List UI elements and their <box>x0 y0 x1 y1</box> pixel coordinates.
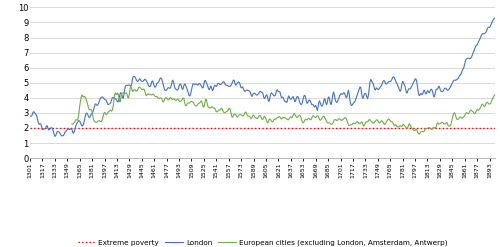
European cities (excluding London, Amsterdam, Antwerp) <box>384 119 390 122</box>
London <box>378 85 384 88</box>
London <box>52 135 58 138</box>
European cities (excluding London, Amsterdam, Antwerp) <box>80 96 86 99</box>
European cities (excluding London, Amsterdam, Antwerp) <box>69 122 75 125</box>
Line: London: London <box>30 18 495 136</box>
London <box>492 17 498 20</box>
London <box>27 115 33 118</box>
European cities (excluding London, Amsterdam, Antwerp) <box>492 93 498 96</box>
European cities (excluding London, Amsterdam, Antwerp) <box>363 120 369 123</box>
European cities (excluding London, Amsterdam, Antwerp) <box>386 118 392 121</box>
London <box>148 85 154 88</box>
London <box>110 96 116 99</box>
European cities (excluding London, Amsterdam, Antwerp) <box>416 133 422 136</box>
London <box>338 92 344 95</box>
Line: European cities (excluding London, Amsterdam, Antwerp): European cities (excluding London, Amste… <box>72 86 495 134</box>
London <box>302 94 308 97</box>
European cities (excluding London, Amsterdam, Antwerp) <box>106 110 112 113</box>
European cities (excluding London, Amsterdam, Antwerp) <box>290 113 296 116</box>
London <box>238 86 244 89</box>
European cities (excluding London, Amsterdam, Antwerp) <box>128 85 134 88</box>
Legend: Extreme poverty, London, European cities (excluding London, Amsterdam, Antwerp): Extreme poverty, London, European cities… <box>74 237 450 247</box>
